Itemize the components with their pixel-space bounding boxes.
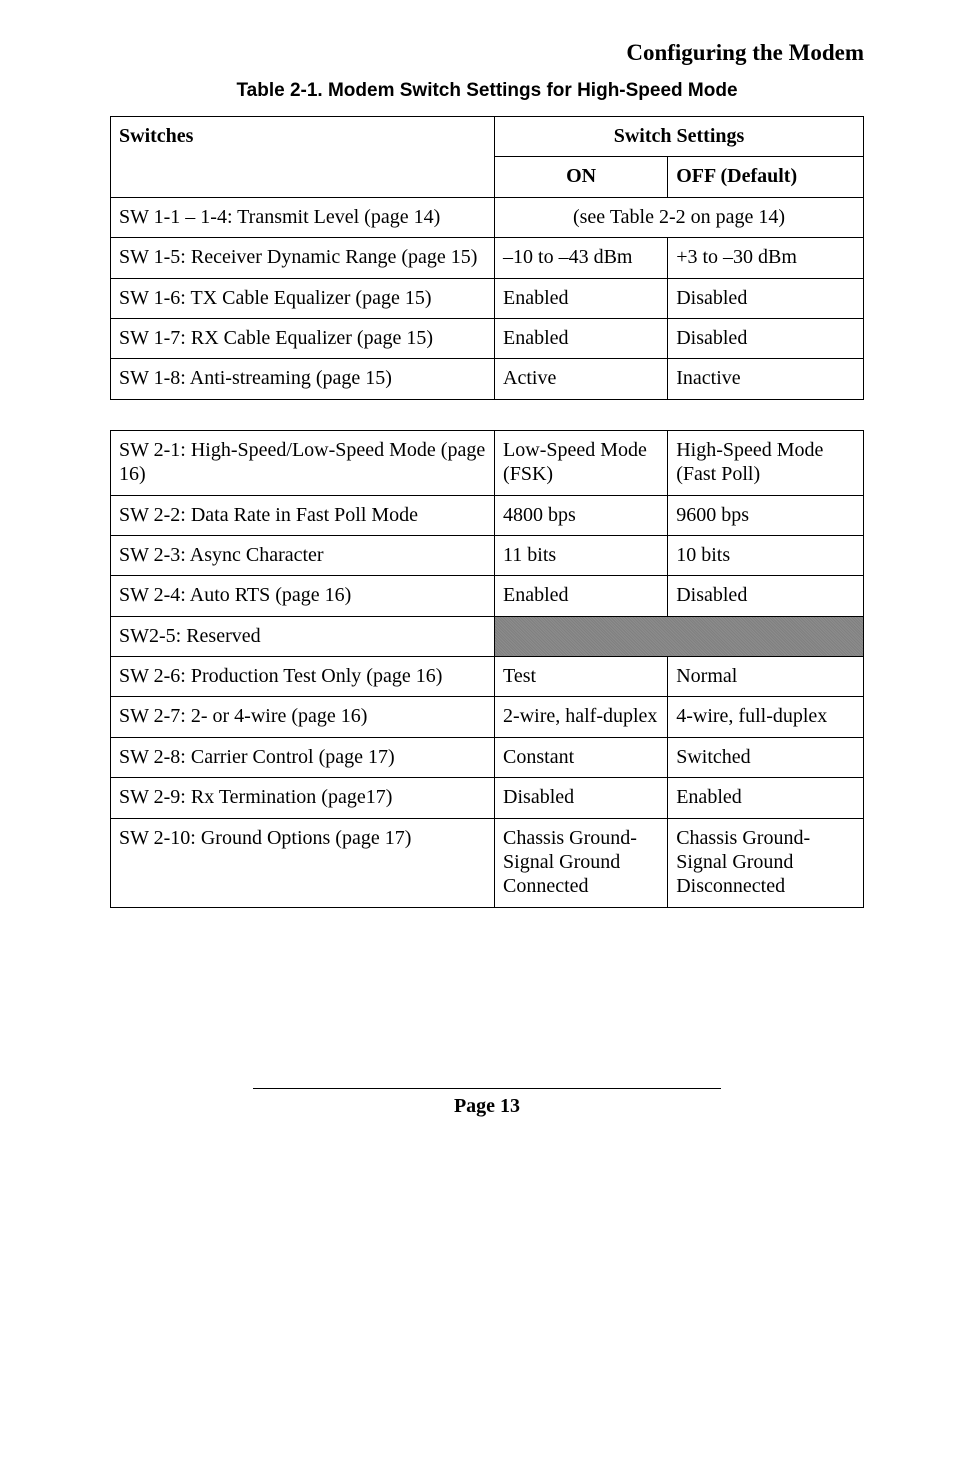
table-row: SW 1-7: RX Cable Equalizer (page 15) Ena…	[111, 318, 864, 358]
cell-on: Disabled	[495, 778, 668, 818]
cell-off: Disabled	[668, 318, 864, 358]
cell-label: SW 2-2: Data Rate in Fast Poll Mode	[111, 495, 495, 535]
table-row: SW 2-4: Auto RTS (page 16) Enabled Disab…	[111, 576, 864, 616]
cell-off: Inactive	[668, 359, 864, 399]
table-row: SW 1-1 – 1-4: Transmit Level (page 14) (…	[111, 197, 864, 237]
cell-on: 4800 bps	[495, 495, 668, 535]
cell-label: SW2-5: Reserved	[111, 616, 495, 656]
cell-off: Enabled	[668, 778, 864, 818]
cell-off: +3 to –30 dBm	[668, 238, 864, 278]
cell-label: SW 1-7: RX Cable Equalizer (page 15)	[111, 318, 495, 358]
cell-label: SW 2-3: Async Character	[111, 535, 495, 575]
cell-off: 10 bits	[668, 535, 864, 575]
col-header-on: ON	[495, 157, 668, 197]
cell-off: Chassis Ground-Signal Ground Disconnecte…	[668, 818, 864, 907]
cell-label: SW 2-4: Auto RTS (page 16)	[111, 576, 495, 616]
cell-label: SW 2-10: Ground Options (page 17)	[111, 818, 495, 907]
cell-on: Constant	[495, 737, 668, 777]
cell-on: –10 to –43 dBm	[495, 238, 668, 278]
section-title: Configuring the Modem	[110, 40, 864, 66]
cell-off: Switched	[668, 737, 864, 777]
table-row: SW 2-2: Data Rate in Fast Poll Mode 4800…	[111, 495, 864, 535]
table-row: SW 2-7: 2- or 4-wire (page 16) 2-wire, h…	[111, 697, 864, 737]
col-header-switches: Switches	[111, 117, 495, 198]
table-row: SW 1-6: TX Cable Equalizer (page 15) Ena…	[111, 278, 864, 318]
cell-span: (see Table 2-2 on page 14)	[495, 197, 864, 237]
cell-on: Enabled	[495, 318, 668, 358]
table-row: SW 2-9: Rx Termination (page17) Disabled…	[111, 778, 864, 818]
cell-on: Chassis Ground-Signal Ground Connected	[495, 818, 668, 907]
cell-off: Normal	[668, 657, 864, 697]
table-row: SW2-5: Reserved	[111, 616, 864, 656]
cell-label: SW 2-1: High-Speed/Low-Speed Mode (page …	[111, 430, 495, 495]
table-row: SW 2-8: Carrier Control (page 17) Consta…	[111, 737, 864, 777]
table-row: SW 2-6: Production Test Only (page 16) T…	[111, 657, 864, 697]
table-row: SW 2-3: Async Character 11 bits 10 bits	[111, 535, 864, 575]
switch-table-2: SW 2-1: High-Speed/Low-Speed Mode (page …	[110, 430, 864, 908]
table-row: SW 1-8: Anti-streaming (page 15) Active …	[111, 359, 864, 399]
col-header-off: OFF (Default)	[668, 157, 864, 197]
cell-label: SW 2-6: Production Test Only (page 16)	[111, 657, 495, 697]
cell-on: Active	[495, 359, 668, 399]
table-row: SW 2-10: Ground Options (page 17) Chassi…	[111, 818, 864, 907]
table-row: SW 1-5: Receiver Dynamic Range (page 15)…	[111, 238, 864, 278]
cell-off: Disabled	[668, 278, 864, 318]
cell-on: Enabled	[495, 576, 668, 616]
cell-off: 4-wire, full-duplex	[668, 697, 864, 737]
switch-table-1: Switches Switch Settings ON OFF (Default…	[110, 116, 864, 400]
col-header-settings: Switch Settings	[495, 117, 864, 157]
cell-on: Test	[495, 657, 668, 697]
cell-label: SW 1-5: Receiver Dynamic Range (page 15)	[111, 238, 495, 278]
cell-label: SW 1-8: Anti-streaming (page 15)	[111, 359, 495, 399]
cell-label: SW 1-1 – 1-4: Transmit Level (page 14)	[111, 197, 495, 237]
cell-off: Disabled	[668, 576, 864, 616]
page-number: Page 13	[110, 1095, 864, 1148]
cell-off: High-Speed Mode (Fast Poll)	[668, 430, 864, 495]
cell-label: SW 2-9: Rx Termination (page17)	[111, 778, 495, 818]
cell-on: Low-Speed Mode (FSK)	[495, 430, 668, 495]
cell-on: 2-wire, half-duplex	[495, 697, 668, 737]
table-caption: Table 2-1. Modem Switch Settings for Hig…	[110, 80, 864, 102]
cell-reserved	[495, 616, 864, 656]
cell-label: SW 2-7: 2- or 4-wire (page 16)	[111, 697, 495, 737]
cell-off: 9600 bps	[668, 495, 864, 535]
cell-label: SW 2-8: Carrier Control (page 17)	[111, 737, 495, 777]
cell-on: Enabled	[495, 278, 668, 318]
table-row: SW 2-1: High-Speed/Low-Speed Mode (page …	[111, 430, 864, 495]
footer-divider	[253, 1088, 720, 1089]
cell-on: 11 bits	[495, 535, 668, 575]
cell-label: SW 1-6: TX Cable Equalizer (page 15)	[111, 278, 495, 318]
